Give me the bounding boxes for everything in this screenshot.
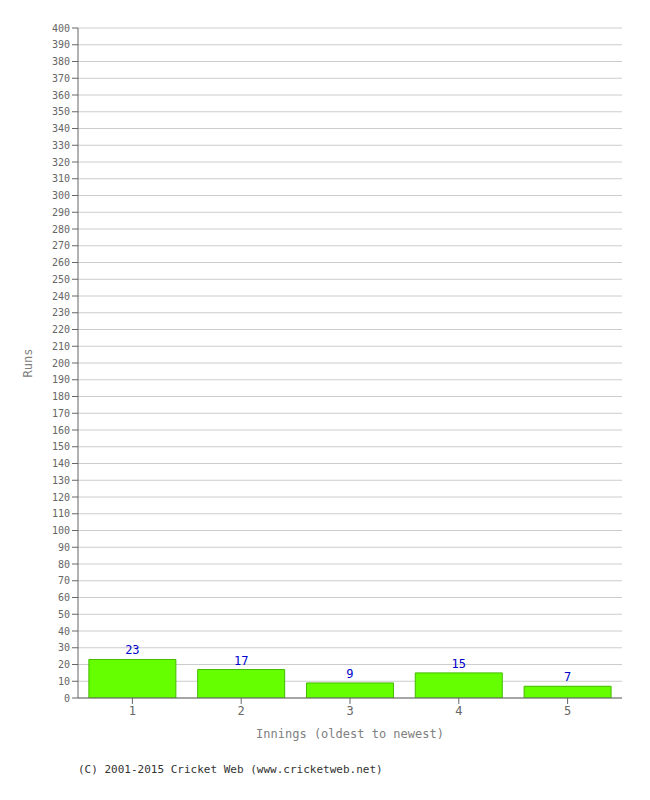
- svg-text:220: 220: [52, 324, 70, 335]
- svg-text:370: 370: [52, 73, 70, 84]
- svg-text:310: 310: [52, 173, 70, 184]
- svg-text:2: 2: [238, 704, 245, 718]
- svg-text:390: 390: [52, 39, 70, 50]
- svg-text:100: 100: [52, 525, 70, 536]
- svg-text:130: 130: [52, 475, 70, 486]
- svg-text:5: 5: [564, 704, 571, 718]
- svg-text:23: 23: [125, 643, 139, 657]
- svg-text:340: 340: [52, 123, 70, 134]
- svg-text:15: 15: [452, 657, 466, 671]
- svg-text:20: 20: [58, 659, 70, 670]
- svg-text:40: 40: [58, 626, 70, 637]
- svg-text:230: 230: [52, 307, 70, 318]
- svg-text:120: 120: [52, 492, 70, 503]
- svg-text:0: 0: [64, 693, 70, 704]
- svg-text:240: 240: [52, 291, 70, 302]
- svg-text:70: 70: [58, 575, 70, 586]
- svg-text:Runs: Runs: [21, 349, 35, 378]
- svg-text:50: 50: [58, 609, 70, 620]
- svg-text:4: 4: [455, 704, 462, 718]
- svg-text:330: 330: [52, 140, 70, 151]
- svg-text:30: 30: [58, 642, 70, 653]
- svg-text:170: 170: [52, 408, 70, 419]
- svg-text:260: 260: [52, 257, 70, 268]
- html-text:(C) 2001-2015 Cricket Web (www: (C) 2001-2015 Cricket Web (www.cricketwe…: [78, 763, 383, 776]
- svg-text:350: 350: [52, 106, 70, 117]
- svg-text:300: 300: [52, 190, 70, 201]
- svg-text:60: 60: [58, 592, 70, 603]
- svg-text:210: 210: [52, 341, 70, 352]
- svg-text:1: 1: [129, 704, 136, 718]
- svg-text:7: 7: [564, 670, 571, 684]
- svg-text:190: 190: [52, 374, 70, 385]
- svg-text:200: 200: [52, 358, 70, 369]
- svg-text:110: 110: [52, 508, 70, 519]
- svg-text:160: 160: [52, 425, 70, 436]
- svg-text:250: 250: [52, 274, 70, 285]
- svg-text:9: 9: [346, 667, 353, 681]
- svg-text:17: 17: [234, 654, 248, 668]
- svg-text:280: 280: [52, 224, 70, 235]
- svg-text:Innings (oldest to newest): Innings (oldest to newest): [256, 727, 444, 741]
- svg-text:270: 270: [52, 240, 70, 251]
- svg-text:3: 3: [346, 704, 353, 718]
- svg-text:360: 360: [52, 90, 70, 101]
- svg-text:320: 320: [52, 157, 70, 168]
- svg-text:400: 400: [52, 23, 70, 34]
- svg-text:290: 290: [52, 207, 70, 218]
- svg-text:150: 150: [52, 441, 70, 452]
- svg-text:80: 80: [58, 559, 70, 570]
- svg-text:140: 140: [52, 458, 70, 469]
- svg-text:180: 180: [52, 391, 70, 402]
- svg-text:380: 380: [52, 56, 70, 67]
- svg-text:10: 10: [58, 676, 70, 687]
- svg-text:90: 90: [58, 542, 70, 553]
